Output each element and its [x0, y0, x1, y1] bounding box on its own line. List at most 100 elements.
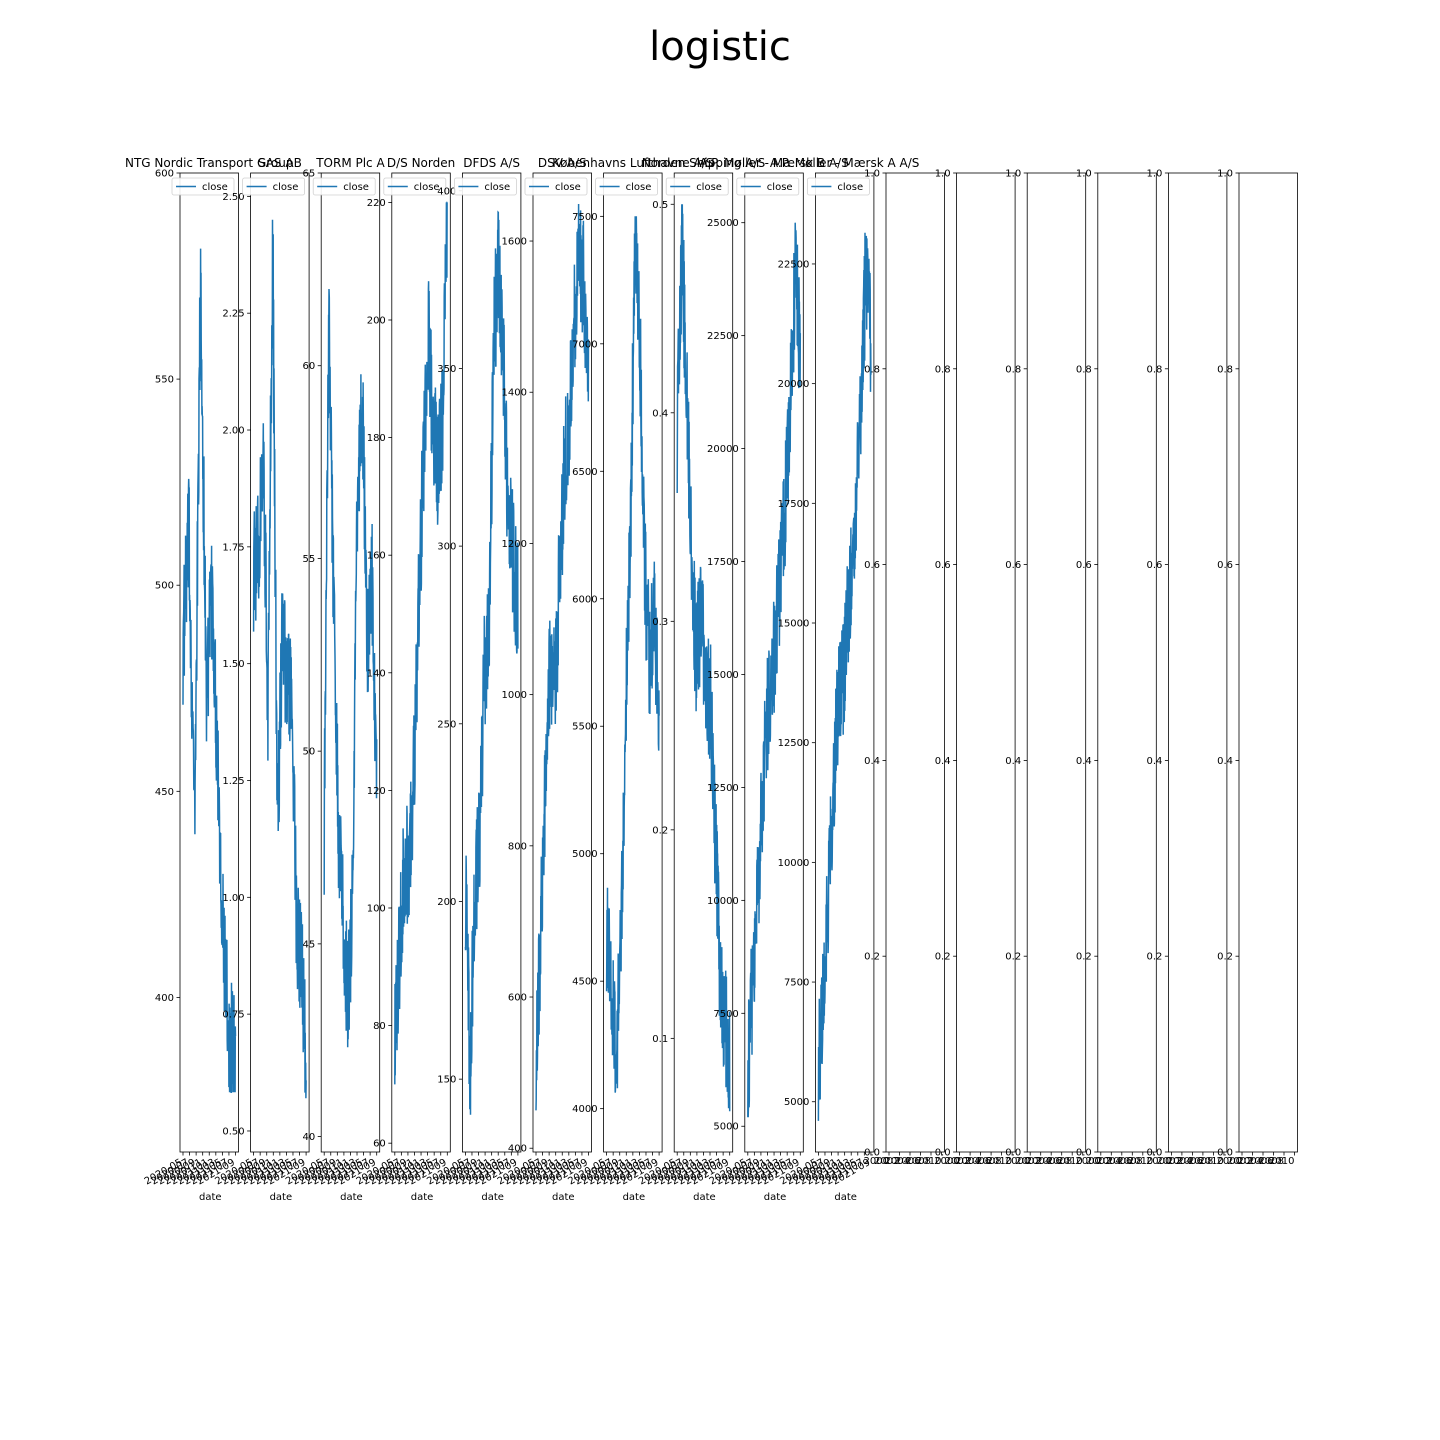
y-tick-label: 0.6 [1146, 560, 1162, 571]
x-tick-label: 2010 [987, 1156, 1012, 1167]
legend: close [242, 177, 306, 196]
series-line-close [817, 232, 872, 1121]
x-axis-label: date [623, 1192, 646, 1203]
y-tick-label: 550 [155, 375, 174, 386]
y-tick-label: 0.8 [1005, 364, 1021, 375]
subplot-4: 60801001201401601802002202020-052020-072… [355, 156, 456, 1203]
series-line-close [394, 201, 448, 1085]
y-tick-label: 800 [508, 841, 527, 852]
y-tick-label: 0.2 [864, 952, 880, 963]
subplot-6: 40060080010001200140016002020-052020-072… [496, 156, 592, 1203]
legend: close [665, 177, 729, 196]
y-tick-label: 15000 [778, 619, 810, 630]
x-tick-label: 2010 [1269, 1156, 1294, 1167]
axes-frame [1097, 172, 1157, 1153]
y-tick-label: 50 [302, 747, 315, 758]
y-tick-label: 65 [302, 169, 315, 180]
y-tick-label: 12500 [778, 738, 810, 749]
y-tick-label: 7500 [713, 1009, 738, 1020]
figure-title: logistic [649, 24, 791, 70]
y-tick-label: 1200 [502, 539, 527, 550]
x-tick-label: 2008 [1047, 1156, 1072, 1167]
legend-box [312, 177, 376, 196]
x-tick-label: 2006 [1248, 1156, 1273, 1167]
x-axis-label: date [411, 1192, 434, 1203]
series-line-close [252, 219, 307, 1099]
x-tick-label: 2002 [1086, 1156, 1111, 1167]
legend-label: close [555, 182, 581, 193]
legend-box [807, 177, 870, 196]
x-axis-label: date [693, 1192, 716, 1203]
y-tick-label: 600 [508, 993, 527, 1004]
legend-box [242, 177, 306, 196]
x-tick-label: 2002 [1015, 1156, 1040, 1167]
x-tick-label: 2002 [1156, 1156, 1181, 1167]
axes-frame [1238, 172, 1298, 1153]
y-tick-label: 0.6 [1076, 560, 1092, 571]
y-tick-label: 0.6 [1217, 560, 1233, 571]
subplot-title: TORM Plc A [315, 156, 385, 170]
axes-frame [391, 172, 451, 1153]
subplot-13: 0.0 0.2 0.4 0.6 0.8 1.0 2000200220042006200820… [1005, 169, 1087, 1167]
y-tick-label: 1.0 [1005, 169, 1021, 180]
x-tick-label: 2008 [1117, 1156, 1142, 1167]
series-line-close [323, 288, 378, 1048]
x-tick-label: 2008 [976, 1156, 1001, 1167]
y-tick-label: 17500 [707, 557, 739, 568]
x-tick-label: 2006 [1177, 1156, 1202, 1167]
x-tick-label: 2006 [1036, 1156, 1061, 1167]
y-tick-label: 200 [367, 315, 386, 326]
x-axis-label: date [340, 1192, 363, 1203]
legend: close [383, 177, 447, 196]
y-tick-label: 7500 [784, 978, 809, 989]
y-tick-label: 40 [302, 1132, 315, 1143]
y-tick-label: 25000 [707, 218, 739, 229]
y-tick-label: 0.6 [1005, 560, 1021, 571]
y-tick-label: 1600 [502, 237, 527, 248]
y-tick-label: 20000 [707, 444, 739, 455]
y-tick-label: 0.6 [864, 560, 880, 571]
y-tick-label: 160 [367, 551, 386, 562]
y-tick-label: 250 [437, 719, 456, 730]
y-tick-label: 1400 [502, 388, 527, 399]
legend-box [665, 177, 729, 196]
y-tick-label: 5000 [713, 1122, 738, 1133]
y-tick-label: 450 [155, 787, 174, 798]
x-tick-label: 2000 [1217, 1156, 1242, 1167]
y-tick-label: 0.2 [1076, 952, 1092, 963]
y-tick-label: 400 [437, 186, 456, 197]
x-tick-label: 2000 [864, 1156, 889, 1167]
y-tick-label: 0.4 [864, 756, 880, 767]
y-tick-label: 220 [367, 198, 386, 209]
x-tick-label: 2002 [1227, 1156, 1252, 1167]
x-tick-label: 2000 [1005, 1156, 1030, 1167]
legend-label: close [414, 182, 440, 193]
series-line-close [676, 204, 731, 1112]
legend-box [453, 177, 517, 196]
y-tick-label: 0.2 [1146, 952, 1162, 963]
legend-label: close [202, 182, 228, 193]
y-tick-label: 1.0 [1076, 169, 1092, 180]
subplot-title: A.P. Møller - Mærsk A A/S [770, 156, 919, 170]
subplot-7: 400045005000550060006500700075002020-052… [552, 156, 713, 1203]
y-tick-label: 0.0 [1217, 1148, 1233, 1159]
x-tick-label: 2008 [1188, 1156, 1213, 1167]
y-tick-label: 17500 [778, 499, 810, 510]
series-line-close [747, 222, 802, 1118]
y-tick-label: 0.2 [1217, 952, 1233, 963]
y-tick-label: 5000 [784, 1097, 809, 1108]
x-tick-label: 2008 [1259, 1156, 1284, 1167]
x-tick-label: 2008 [906, 1156, 931, 1167]
x-tick-label: 2010 [1057, 1156, 1082, 1167]
y-tick-label: 350 [437, 364, 456, 375]
legend: close [171, 177, 235, 196]
x-tick-label: 2000 [1075, 1156, 1100, 1167]
y-tick-label: 500 [155, 581, 174, 592]
y-tick-label: 20000 [778, 379, 810, 390]
y-tick-label: 1.0 [864, 169, 880, 180]
y-tick-label: 0.2 [1005, 952, 1021, 963]
legend-label: close [343, 182, 369, 193]
y-tick-label: 1000 [502, 690, 527, 701]
y-tick-label: 600 [155, 169, 174, 180]
